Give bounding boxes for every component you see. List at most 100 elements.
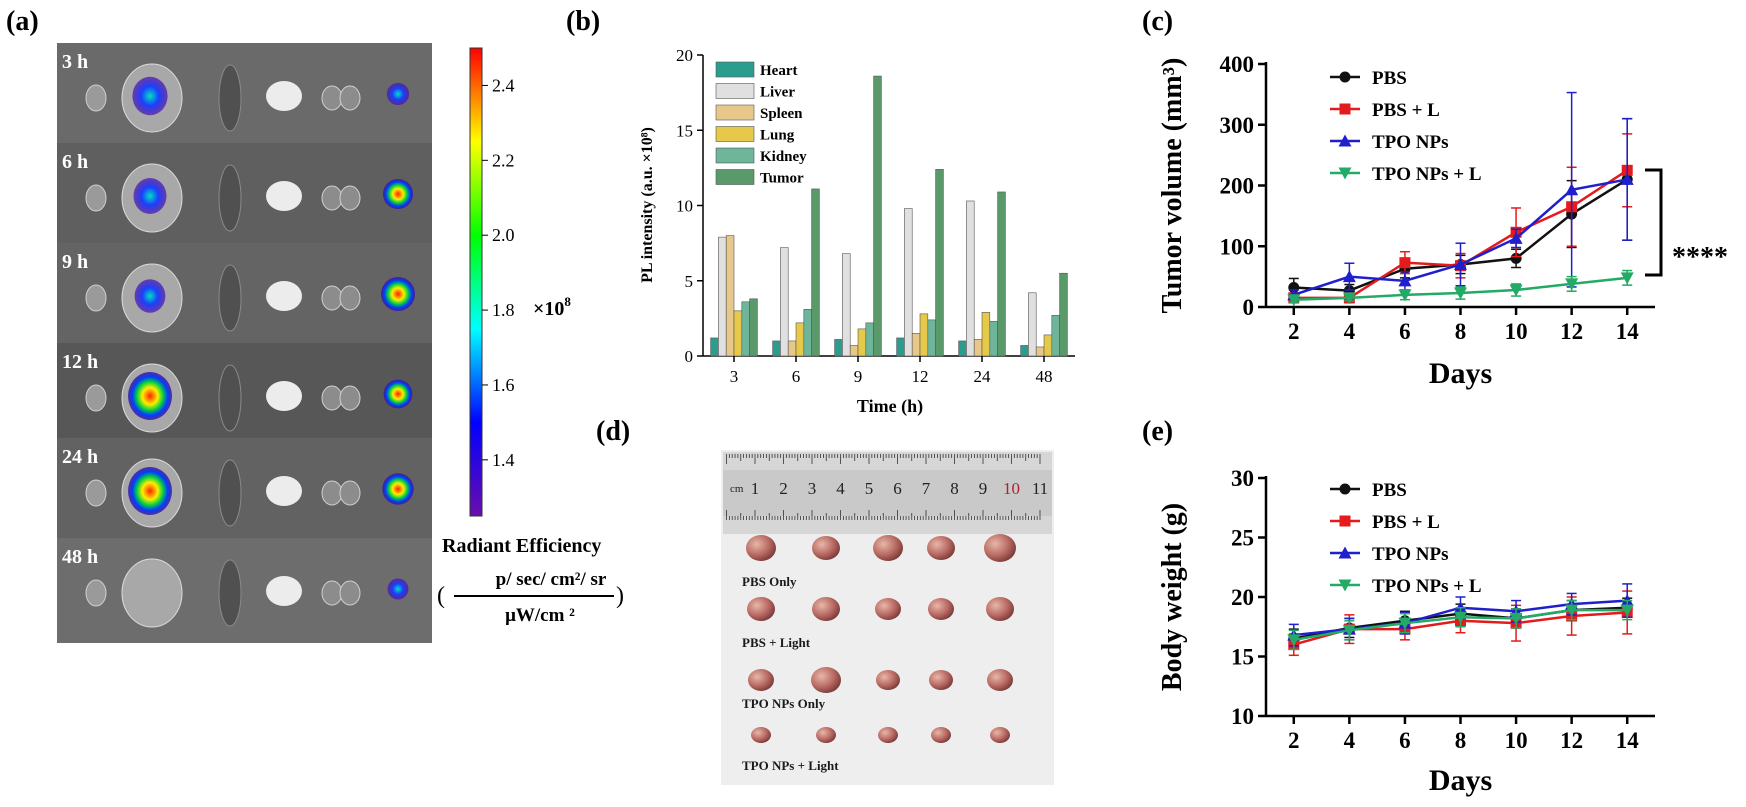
kidney-organ [321, 385, 343, 411]
colorbar-tick-label: 2.4 [492, 75, 515, 95]
significance-bracket: **** [1645, 168, 1728, 277]
data-point [1510, 252, 1522, 264]
x-tick-label: 48 [1036, 367, 1053, 386]
colorbar-title: Radiant Efficiency [442, 535, 601, 557]
colorbar-tick-label: 2.2 [492, 150, 515, 170]
tumor-signal [383, 379, 413, 409]
tumor-signal [386, 82, 410, 106]
x-tick-label: 10 [1505, 319, 1528, 344]
liver-signal [128, 372, 172, 420]
bar-spleen [911, 333, 921, 357]
x-tick-label: 10 [1505, 728, 1528, 753]
spleen-organ [218, 164, 242, 232]
panel-label-d: (d) [596, 416, 630, 447]
legend-swatch [715, 61, 755, 78]
bar-lung [733, 310, 743, 357]
spleen-organ [218, 459, 242, 527]
tumor [927, 536, 955, 560]
data-point [1454, 257, 1467, 270]
panel-label-c: (c) [1142, 6, 1173, 37]
bar-heart [772, 340, 781, 357]
data-point [1565, 278, 1579, 291]
legend-label: PBS [1372, 480, 1407, 501]
bar-liver [780, 247, 789, 357]
bar-tumor [935, 169, 944, 357]
ruler-number: 9 [979, 479, 988, 498]
x-tick-label: 6 [1399, 319, 1411, 344]
colorbar-tick-label: 2.0 [492, 225, 515, 245]
body-weight-line-chart: 10 15 20 25 30 2 4 6 8 10 12 14 Days Body weight (g) P… [1157, 466, 1655, 797]
legend-label: TPO NPs [1372, 132, 1449, 153]
lung-organ [266, 281, 302, 311]
bar-liver [842, 253, 851, 357]
tumor [748, 669, 774, 691]
legend-label: Tumor [760, 171, 804, 187]
data-point [1620, 604, 1634, 617]
y-tick-label: 10 [676, 197, 693, 216]
colorbar-paren-open: ( [437, 583, 445, 609]
bar-spleen [849, 345, 859, 357]
ruler-number: 2 [779, 479, 788, 498]
y-axis-label: Body weight (g) [1157, 503, 1188, 691]
y-tick-label: 200 [1220, 174, 1255, 199]
bar-heart [896, 337, 905, 357]
colorbar-tick-label: 1.6 [492, 375, 515, 395]
legend-marker [1339, 515, 1351, 527]
data-point [1398, 274, 1412, 287]
ruler-number: 10 [1003, 479, 1020, 498]
y-tick-label: 5 [685, 272, 694, 291]
data-point [1509, 612, 1523, 625]
colorbar-tick-label: 1.4 [492, 450, 515, 470]
x-tick-label: 8 [1455, 319, 1467, 344]
data-point [1565, 183, 1579, 196]
ruler-unit: cm [730, 483, 744, 495]
colorbar-scale: ×108 [533, 294, 571, 320]
ivis-image: 3 h 6 h 9 h 12 h 24 h 48 h [57, 43, 432, 643]
data-point [1287, 294, 1301, 307]
liver-signal [134, 279, 166, 313]
x-axis-label: Days [1429, 764, 1492, 797]
tumor [812, 536, 840, 560]
x-tick-label: 14 [1616, 319, 1640, 344]
significance-stars: **** [1672, 242, 1728, 273]
colorbar-numerator: p/ sec/ cm²/ sr [496, 569, 607, 590]
bar-tumor [997, 191, 1006, 357]
bar-spleen [973, 339, 983, 357]
lung-organ [266, 181, 302, 211]
legend-swatch [715, 169, 755, 185]
tumor [986, 597, 1014, 621]
legend-marker [1338, 546, 1352, 559]
x-tick-label: 4 [1344, 319, 1356, 344]
colorbar-paren-close: ) [616, 583, 624, 609]
legend-label: TPO NPs [1372, 544, 1449, 565]
legend-label: Liver [760, 85, 795, 101]
tumor [746, 535, 776, 561]
ruler-number: 6 [893, 479, 902, 498]
lung-organ [266, 476, 302, 506]
legend-label: Heart [760, 63, 797, 79]
y-tick-label: 15 [1231, 645, 1254, 670]
tumor [812, 597, 840, 621]
tumor-signal [381, 277, 415, 311]
legend-label: Kidney [760, 149, 807, 165]
y-tick-label: 0 [685, 347, 694, 366]
row-label: TPO NPs + Light [742, 758, 839, 773]
data-point [1620, 272, 1634, 285]
bar-heart [958, 340, 967, 357]
y-tick-label: 0 [1243, 295, 1255, 320]
x-tick-label: 2 [1288, 319, 1300, 344]
series-tpo-nps [1287, 91, 1634, 301]
time-label: 9 h [62, 251, 88, 273]
data-point [1509, 284, 1523, 297]
heart-organ [85, 84, 107, 112]
panel-label-e: (e) [1142, 416, 1173, 447]
x-tick-label: 12 [912, 367, 929, 386]
kidney-organ [321, 85, 343, 111]
spleen-organ [218, 264, 242, 332]
panel-label-b: (b) [566, 6, 600, 37]
tumor [875, 598, 901, 620]
legend-label: Spleen [760, 106, 803, 122]
colorbar: 2.4 2.2 2.0 1.8 1.6 1.4 ×108 Radiant Efficien… [437, 47, 624, 626]
liver-signal [128, 467, 172, 515]
colorbar-tick-label: 1.8 [492, 300, 515, 320]
